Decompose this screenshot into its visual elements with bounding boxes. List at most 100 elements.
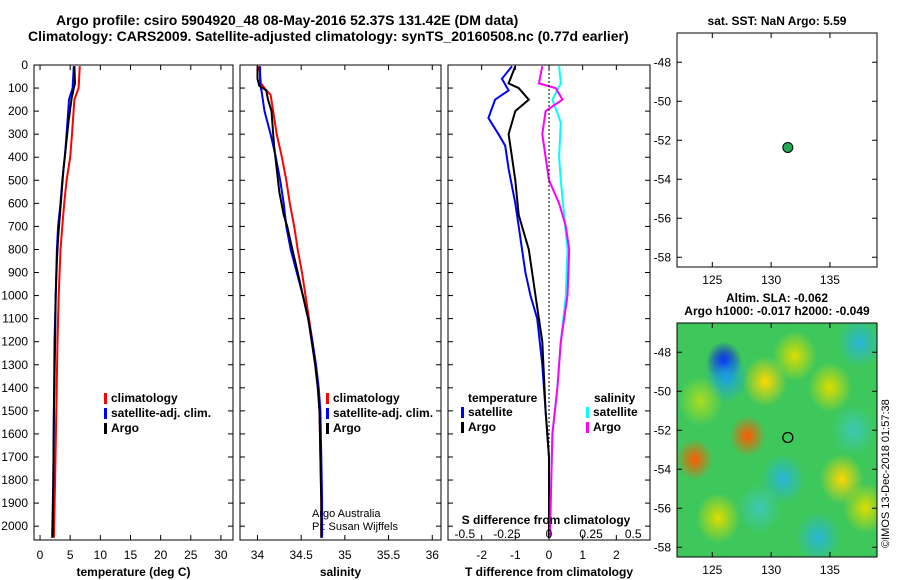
legend-label: climatology [333, 391, 400, 405]
map-xtick-label: 135 [820, 563, 840, 577]
map-xtick-label: 130 [761, 273, 781, 287]
series-line-climatology [258, 66, 323, 538]
xtick-label: 35.5 [377, 548, 401, 562]
sla-blob [796, 512, 841, 557]
sla-blob [837, 323, 877, 368]
depth-tick-label: 1100 [2, 312, 28, 326]
s-tick-label: 0.5 [625, 527, 642, 541]
depth-tick-label: 600 [8, 196, 28, 210]
series-line-t-satellite [487, 65, 550, 538]
legend-swatch [326, 423, 329, 434]
legend-swatch [104, 408, 107, 419]
depth-tick-label: 1000 [1, 289, 28, 303]
series-line-s-satellite [549, 66, 569, 538]
s-tick-label: -0.25 [493, 527, 521, 541]
xtick-label: 35 [338, 548, 352, 562]
xaxis-label-temperature: temperature (deg C) [76, 565, 190, 579]
depth-tick-label: 0 [21, 58, 28, 72]
xaxis-label-sdiff: S difference from climatology [462, 513, 631, 527]
sla-blob [696, 492, 741, 544]
legend-label: Argo [593, 420, 621, 434]
map-frame-sst [676, 32, 878, 268]
depth-tick-label: 1700 [1, 450, 28, 464]
xtick-label: 34 [251, 548, 265, 562]
map-ytick-label: -50 [654, 384, 672, 398]
legend-title-temperature: temperature [468, 391, 538, 405]
xtick-label: -1 [510, 548, 521, 562]
legend-swatch [461, 422, 464, 433]
depth-tick-label: 800 [8, 242, 28, 256]
plot-title-line2: Climatology: CARS2009. Satellite-adjuste… [28, 28, 629, 44]
sla-map-title-line1: Altim. SLA: -0.062 [726, 291, 828, 305]
xaxis-label-salinity: salinity [320, 565, 362, 579]
map-frame-sla [676, 322, 878, 558]
map-ytick-label: -58 [654, 540, 672, 554]
series-line-climatology [52, 66, 81, 538]
map-ytick-label: -48 [654, 345, 672, 359]
sla-blob [772, 330, 817, 382]
depth-tick-label: 1900 [1, 496, 28, 510]
legend-swatch [461, 407, 464, 418]
map-ytick-label: -56 [654, 501, 672, 515]
series-line-argo [256, 66, 323, 538]
depth-tick-label: 1500 [1, 404, 28, 418]
xaxis-label-tdiff: T difference from climatology [465, 565, 633, 579]
map-ytick-label: -54 [654, 462, 672, 476]
map-ytick-label: -58 [654, 250, 672, 264]
legend-label: Argo [468, 420, 496, 434]
depth-tick-label: 1300 [1, 358, 28, 372]
xtick-label: 5 [67, 548, 74, 562]
sla-blob [737, 482, 782, 534]
map-ytick-label: -50 [654, 94, 672, 108]
copyright-label: ©IMOS 13-Dec-2018 01:57:38 [880, 399, 892, 548]
legend-swatch [326, 393, 329, 404]
map-xtick-label: 125 [702, 563, 722, 577]
depth-tick-label: 900 [8, 266, 28, 280]
map-ytick-label: -52 [654, 423, 672, 437]
depth-tick-label: 200 [8, 104, 28, 118]
legend-label: satellite-adj. clim. [111, 406, 211, 420]
depth-tick-label: 500 [8, 173, 28, 187]
depth-tick-label: 1600 [1, 427, 28, 441]
xtick-label: 25 [184, 548, 198, 562]
legend-swatch [586, 422, 589, 433]
sla-blob [807, 362, 852, 413]
map-xtick-label: 135 [820, 273, 840, 287]
legend-label: Argo [333, 421, 361, 435]
depth-tick-label: 400 [8, 150, 28, 164]
xtick-label: 1 [579, 548, 586, 562]
legend-label: satellite [593, 405, 638, 419]
legend-swatch [326, 408, 329, 419]
legend-label: satellite-adj. clim. [333, 406, 433, 420]
xtick-label: 15 [124, 548, 138, 562]
series-line-satellite-adj-clim- [259, 66, 324, 538]
map-ytick-label: -56 [654, 211, 672, 225]
map-ytick-label: -48 [654, 55, 672, 69]
xtick-label: 2 [613, 548, 620, 562]
map-xtick-label: 125 [702, 273, 722, 287]
panel-frame-temperature [33, 64, 234, 541]
legend-label: climatology [111, 391, 178, 405]
depth-tick-label: 100 [8, 81, 28, 95]
s-tick-label: 0.25 [579, 527, 603, 541]
legend-swatch [586, 407, 589, 418]
s-tick-label: 0 [546, 527, 553, 541]
xtick-label: 34.5 [289, 548, 313, 562]
map-xtick-label: 130 [761, 563, 781, 577]
series-line-s-argo [537, 66, 571, 538]
depth-tick-label: 300 [8, 127, 28, 141]
depth-tick-label: 2000 [1, 519, 28, 533]
depth-tick-label: 1200 [1, 335, 28, 349]
sla-blob [843, 482, 877, 534]
series-line-t-argo [507, 65, 550, 538]
salinity-annotation: Argo Australia [312, 508, 381, 520]
sla-blob [831, 404, 876, 456]
xtick-label: 0 [37, 548, 44, 562]
legend-label: satellite [468, 405, 513, 419]
sla-blob [677, 438, 713, 481]
plot-title-line1: Argo profile: csiro 5904920_48 08-May-20… [56, 12, 519, 28]
series-line-argo [51, 66, 77, 538]
xtick-label: 36 [426, 548, 440, 562]
depth-tick-label: 700 [8, 219, 28, 233]
